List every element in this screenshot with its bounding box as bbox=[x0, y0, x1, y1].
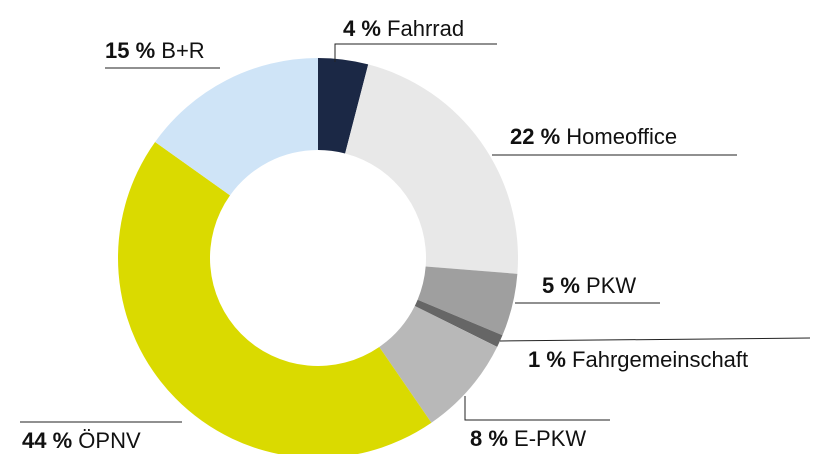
category-label: Fahrrad bbox=[387, 16, 464, 41]
donut-slice bbox=[379, 305, 498, 423]
slice-label: 5 % PKW bbox=[542, 273, 636, 298]
category-label: Fahrgemeinschaft bbox=[572, 347, 748, 372]
category-label: B+R bbox=[161, 38, 204, 63]
value-label: 15 % bbox=[105, 38, 155, 63]
leader-line bbox=[499, 337, 811, 342]
donut-slice bbox=[118, 141, 432, 454]
category-label: PKW bbox=[586, 273, 636, 298]
value-label: 5 % bbox=[542, 273, 580, 298]
donut-slice bbox=[345, 64, 518, 274]
slice-label: 4 % Fahrrad bbox=[343, 16, 464, 41]
leader-line bbox=[464, 396, 610, 421]
donut-slice bbox=[155, 58, 318, 196]
leader-line bbox=[334, 43, 497, 62]
slice-label: 22 % Homeoffice bbox=[510, 124, 677, 149]
slice-label: 8 % E-PKW bbox=[470, 426, 586, 451]
value-label: 1 % bbox=[528, 347, 566, 372]
value-label: 22 % bbox=[510, 124, 560, 149]
category-label: ÖPNV bbox=[78, 428, 141, 453]
donut-slice bbox=[414, 299, 503, 347]
slice-label: 44 % ÖPNV bbox=[22, 428, 141, 453]
slice-label: 1 % Fahrgemeinschaft bbox=[528, 347, 748, 372]
category-label: Homeoffice bbox=[566, 124, 677, 149]
slice-label: 15 % B+R bbox=[105, 38, 205, 63]
donut-slice bbox=[417, 266, 518, 336]
donut-slice bbox=[318, 58, 369, 154]
value-label: 4 % bbox=[343, 16, 381, 41]
category-label: E-PKW bbox=[514, 426, 586, 451]
value-label: 44 % bbox=[22, 428, 72, 453]
value-label: 8 % bbox=[470, 426, 508, 451]
